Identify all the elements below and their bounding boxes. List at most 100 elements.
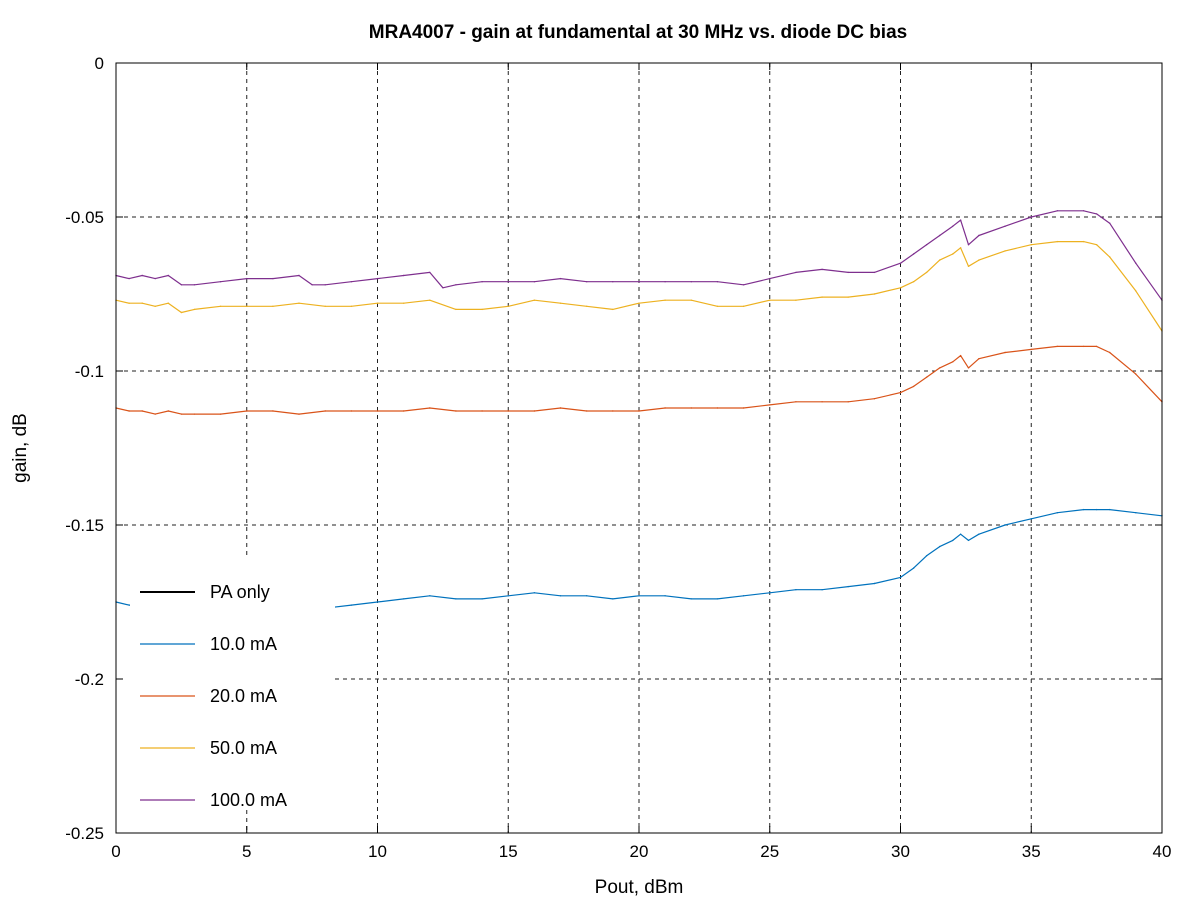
data-point [1135, 512, 1137, 514]
data-point [912, 385, 915, 388]
data-point [690, 299, 692, 301]
data-point [154, 305, 156, 307]
data-point [769, 299, 771, 301]
data-point [167, 302, 169, 304]
data-point [141, 274, 143, 277]
data-point [403, 302, 405, 304]
data-point [821, 589, 823, 591]
data-point [967, 265, 970, 267]
data-point [612, 308, 614, 311]
data-point [298, 413, 300, 415]
data-point [821, 296, 823, 298]
data-point [246, 410, 248, 412]
data-point [952, 225, 954, 227]
data-point [978, 358, 980, 360]
data-point [559, 302, 562, 304]
data-point [1109, 508, 1111, 511]
data-point [167, 274, 169, 277]
data-point [638, 595, 640, 597]
data-point [1030, 348, 1033, 351]
data-point [925, 271, 928, 274]
data-point [180, 284, 183, 286]
data-point [769, 277, 771, 280]
data-point [716, 407, 719, 409]
data-point [1095, 213, 1098, 215]
data-point [742, 305, 745, 307]
data-point [873, 271, 876, 274]
data-point [742, 284, 745, 286]
data-point [847, 271, 849, 274]
data-point [899, 262, 902, 264]
data-point [403, 598, 405, 600]
data-point [612, 410, 614, 412]
data-point [128, 410, 130, 412]
data-point [899, 576, 902, 579]
data-point [1030, 518, 1033, 520]
data-point [912, 253, 915, 255]
data-point [873, 582, 876, 585]
data-point [664, 299, 666, 301]
data-point [533, 410, 536, 412]
data-point [873, 293, 876, 295]
data-point [180, 413, 183, 415]
data-point [1004, 250, 1006, 252]
data-point [429, 271, 431, 274]
data-point [847, 296, 849, 298]
x-tick-label: 5 [242, 842, 251, 861]
data-point [193, 284, 196, 286]
data-point [154, 277, 156, 280]
grid [116, 63, 1162, 833]
data-point [376, 410, 379, 412]
data-point [533, 299, 536, 301]
data-point [967, 244, 970, 246]
y-tick-label: -0.1 [75, 362, 104, 381]
data-point [742, 407, 745, 409]
data-point [429, 407, 431, 409]
data-point [1082, 345, 1085, 348]
data-point [586, 410, 588, 412]
data-point [939, 259, 941, 261]
legend-label: 100.0 mA [210, 790, 287, 810]
data-point [664, 407, 666, 409]
data-point [559, 407, 562, 409]
data-point [507, 595, 509, 597]
data-point [1082, 240, 1085, 243]
data-point [455, 308, 457, 311]
data-point [1135, 290, 1137, 292]
data-point [1109, 222, 1111, 224]
data-point [716, 305, 719, 307]
data-point [154, 413, 156, 415]
data-point [128, 277, 130, 280]
data-point [272, 277, 274, 280]
data-point [690, 407, 692, 409]
x-axis-label: Pout, dBm [595, 877, 684, 898]
data-point [664, 595, 666, 597]
y-tick-label: -0.05 [65, 208, 104, 227]
data-point [925, 555, 928, 557]
data-point [638, 410, 640, 412]
data-point [664, 281, 666, 283]
data-point [978, 533, 980, 535]
data-point [219, 281, 222, 283]
chart-title: MRA4007 - gain at fundamental at 30 MHz … [369, 22, 907, 43]
data-point [455, 410, 457, 412]
data-point [939, 545, 941, 548]
data-point [1095, 508, 1098, 511]
legend: PA only 10.0 mA 20.0 mA 50.0 mA 100.0 mA [130, 558, 335, 810]
data-point [899, 287, 902, 289]
data-point [219, 305, 222, 307]
data-point [1095, 244, 1098, 246]
data-point [559, 595, 562, 597]
data-point [350, 281, 353, 283]
data-point [795, 589, 797, 591]
data-point [1030, 216, 1033, 218]
data-point [959, 354, 962, 357]
data-point [403, 274, 405, 277]
data-point [481, 410, 483, 412]
data-point [1004, 351, 1006, 354]
data-point [939, 367, 941, 369]
x-tick-label: 15 [499, 842, 518, 861]
data-point [1082, 210, 1085, 212]
data-point [1056, 512, 1059, 514]
data-point [821, 268, 823, 271]
